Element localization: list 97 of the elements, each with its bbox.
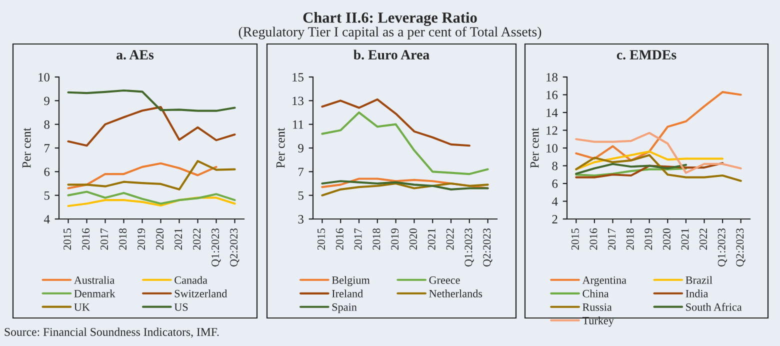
legend-label: Australia [74,276,114,284]
x-tick-label: 2019 [391,228,399,250]
line-series [67,190,236,205]
x-tick-label: 2015 [317,228,325,250]
line-series [67,196,236,208]
chart-title: c. EMDEs [616,50,676,60]
y-axis-title: Per cent [22,128,31,168]
x-tick-label: 2016 [590,228,598,250]
x-tick-label: Q1:2023 [718,228,728,266]
y-tick-label: 7 [298,168,304,176]
chart-title: b. Euro Area [354,50,430,60]
x-tick-label: Q2:2023 [230,228,240,266]
legend-label: Canada [174,276,208,284]
x-tick-label: 2018 [119,228,127,250]
y-tick-label: 18 [546,73,558,82]
legend-label: US [174,303,188,311]
y-tick-label: 4 [552,197,558,206]
x-tick-label: 2022 [700,228,708,250]
legend-label: Spain [332,303,357,314]
legend-label: Ireland [332,290,363,298]
line-series [321,182,489,196]
y-tick-label: 8 [552,162,558,170]
legend-label: South Africa [686,302,742,311]
legend-label: China [582,290,609,298]
x-tick-label: 2017 [354,228,362,250]
line-series [575,162,687,175]
y-tick-label: 2 [552,215,558,224]
y-tick-label: 11 [293,120,304,129]
y-tick-label: 9 [298,144,304,152]
x-tick-label: 2016 [336,228,344,250]
x-tick-label: 2018 [626,228,634,250]
x-tick-label: Q2:2023 [483,228,492,266]
x-tick-label: Q1:2023 [464,228,474,266]
y-tick-label: 13 [292,96,304,106]
x-tick-label: 2020 [409,228,417,250]
x-tick-label: Q2:2023 [736,228,746,266]
legend-label: Argentina [582,276,626,286]
y-tick-label: 6 [552,180,558,188]
y-tick-label: 5 [298,191,304,200]
x-tick-label: 2019 [138,228,146,250]
line-series [67,106,236,147]
source-note: Source: Financial Soundness Indicators, IMF. [4,328,219,338]
line-series [575,154,742,182]
x-tick-label: 2018 [372,228,380,250]
y-tick-label: 9 [44,96,50,106]
line-series [575,162,724,178]
x-tick-label: 2020 [156,228,164,250]
legend-label: Greece [429,276,460,284]
line-series [575,132,742,174]
y-tick-label: 10 [546,144,558,152]
line-series [67,89,236,112]
legend-label: UK [74,303,90,311]
x-tick-label: 2020 [662,228,670,250]
line-series [575,91,742,162]
y-tick-label: 14 [546,108,558,117]
y-tick-label: 10 [38,73,50,82]
y-tick-label: 12 [546,126,558,135]
legend-label: Russia [582,303,612,311]
x-tick-label: 2017 [100,228,108,250]
y-axis-title: Per cent [276,128,285,168]
x-tick-label: 2021 [681,228,689,250]
y-tick-label: 7 [44,144,50,152]
line-series [321,98,470,147]
line-series [321,111,489,176]
x-tick-label: 2016 [82,228,90,250]
x-tick-label: 2019 [644,228,652,250]
x-tick-label: 2015 [64,228,72,250]
y-tick-label: 8 [44,120,50,129]
x-tick-label: 2021 [174,228,182,250]
y-tick-label: 6 [44,168,50,176]
line-series [67,160,236,190]
x-tick-label: 2021 [428,228,436,250]
legend-label: Switzerland [174,290,228,298]
y-axis-title: Per cent [530,128,539,168]
x-tick-label: 2017 [608,228,616,250]
text: (Regulatory Tier I capital as a per cent of Total Assets) [238,26,542,40]
line-series [67,162,218,190]
legend-label: Turkey [582,316,614,327]
y-tick-label: 16 [546,90,558,100]
chart-title: a. AEs [116,50,154,60]
legend-label: Belgium [332,276,370,286]
y-tick-label: 4 [44,215,50,224]
legend-label: India [686,290,708,298]
y-tick-label: 5 [44,191,50,200]
line-series [575,167,687,177]
x-tick-label: 2015 [571,228,579,250]
legend-label: Denmark [74,290,116,298]
legend-label: Brazil [686,276,712,284]
x-tick-label: Q1:2023 [212,228,221,266]
y-tick-label: 15 [292,73,304,82]
y-tick-label: 3 [298,215,304,224]
line-series [575,150,724,170]
x-tick-label: 2022 [446,228,454,250]
legend-label: Netherlands [429,290,482,298]
x-tick-label: 2022 [193,228,201,250]
text: Chart II.6: Leverage Ratio [303,12,477,26]
line-series [321,180,489,190]
